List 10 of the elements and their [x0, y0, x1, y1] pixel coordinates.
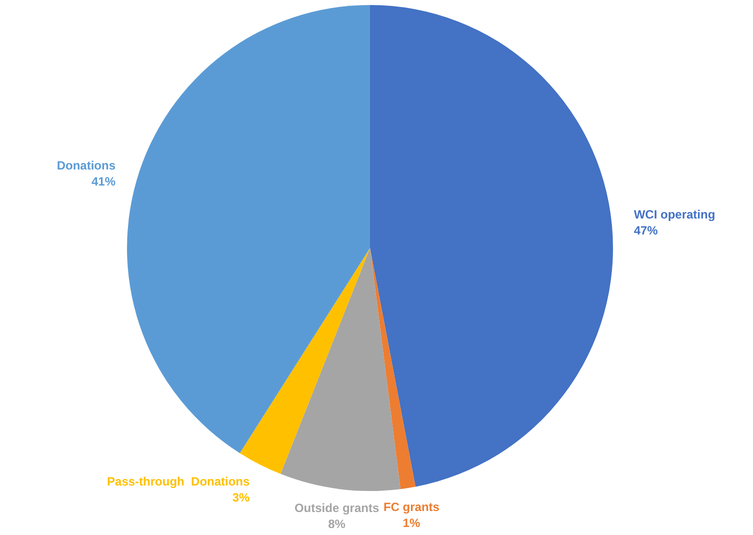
- slice-label: FC grants: [383, 500, 440, 514]
- slice-label: Outside grants: [294, 501, 380, 516]
- slice-label: Donations: [56, 158, 116, 172]
- data-label: 3%: [232, 490, 250, 504]
- slice-label: WCI operating: [634, 207, 716, 222]
- slice-label: Pass-through Donations: [107, 474, 250, 488]
- data-label: 8%: [328, 517, 346, 532]
- data-label: 1%: [402, 516, 420, 530]
- data-label: 47%: [634, 223, 658, 238]
- data-label: 41%: [91, 174, 116, 188]
